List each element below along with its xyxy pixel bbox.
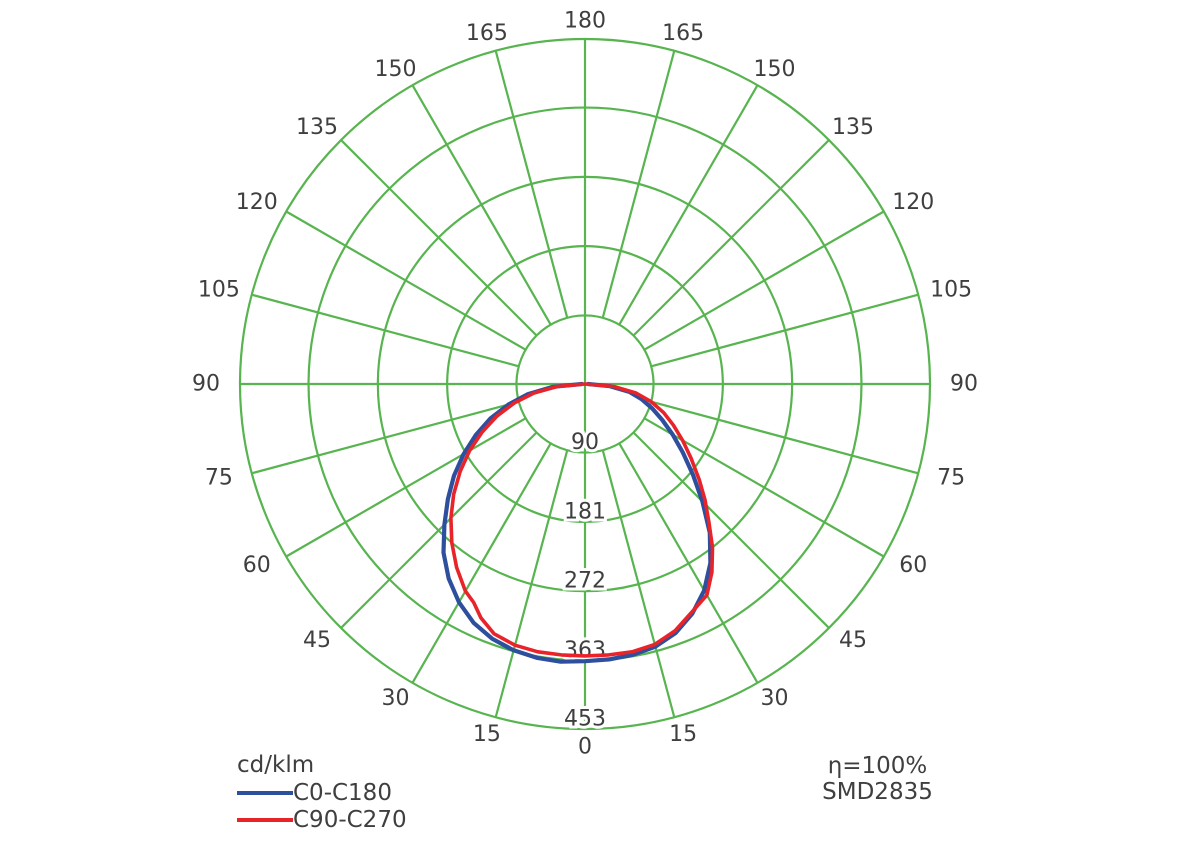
angle-label-right-60: 60 [899, 553, 927, 578]
curve-c90-c270 [449, 382, 715, 658]
grid-spoke-240 [285, 210, 527, 351]
radial-tick-label-272: 272 [564, 569, 606, 594]
grid-spoke-345 [494, 449, 569, 718]
grid-spoke-285 [251, 400, 520, 475]
led-chip-label: SMD2835 [822, 779, 933, 805]
grid-spoke-225 [340, 139, 538, 337]
grid-spoke-30 [618, 442, 759, 684]
angle-label-right-45: 45 [839, 628, 867, 653]
angle-label-left-120: 120 [236, 190, 278, 215]
legend-item-c90-c270: C90-C270 [237, 806, 407, 833]
legend-item-c0-c180: C0-C180 [237, 779, 407, 806]
grid-spoke-45 [632, 431, 830, 629]
grid-spoke-330 [411, 442, 552, 684]
angle-label-right-0: 0 [578, 735, 592, 760]
angle-label-right-135: 135 [832, 115, 874, 140]
angle-label-right-120: 120 [892, 190, 934, 215]
angle-label-right-90: 90 [950, 372, 978, 397]
angle-label-right-150: 150 [754, 57, 796, 82]
angle-label-left-90: 90 [192, 372, 220, 397]
grid-spoke-300 [285, 417, 527, 558]
angle-label-right-15: 15 [669, 722, 697, 747]
grid-spoke-120 [643, 210, 885, 351]
radial-tick-label-453: 453 [564, 707, 606, 732]
angle-label-right-30: 30 [761, 686, 789, 711]
angle-label-right-180: 180 [564, 9, 606, 34]
angle-label-left-105: 105 [198, 278, 240, 303]
grid-spoke-165 [601, 50, 676, 319]
curve-c0-c180 [441, 381, 713, 664]
c0-c180-line-swatch [237, 790, 293, 795]
grid-spoke-135 [632, 139, 830, 337]
grid-spoke-75 [650, 400, 919, 475]
legend: cd/klm C0-C180 C90-C270 [237, 752, 407, 833]
grid-spoke-210 [411, 84, 552, 326]
angle-label-right-105: 105 [930, 278, 972, 303]
legend-units-label: cd/klm [237, 752, 315, 778]
radial-tick-label-181: 181 [564, 499, 606, 524]
legend-item-label: C90-C270 [293, 806, 407, 833]
grid-spoke-255 [251, 293, 520, 368]
angle-label-left-135: 135 [296, 115, 338, 140]
angle-label-left-75: 75 [205, 465, 233, 490]
annotation-block: η=100% SMD2835 [815, 753, 940, 805]
grid-spoke-15 [601, 449, 676, 718]
grid-spoke-315 [340, 431, 538, 629]
angle-label-left-60: 60 [243, 553, 271, 578]
angle-label-left-15: 15 [473, 722, 501, 747]
angle-label-left-30: 30 [382, 686, 410, 711]
efficiency-label: η=100% [827, 753, 928, 779]
c90-c270-line-swatch [237, 817, 293, 822]
grid-spoke-195 [494, 50, 569, 319]
radial-tick-label-90: 90 [571, 430, 599, 455]
angle-label-left-45: 45 [303, 628, 331, 653]
angle-label-right-165: 165 [662, 21, 704, 46]
angle-label-right-75: 75 [937, 465, 965, 490]
grid-spoke-150 [618, 84, 759, 326]
angle-label-left-165: 165 [466, 21, 508, 46]
angle-label-left-150: 150 [375, 57, 417, 82]
legend-item-label: C0-C180 [293, 779, 392, 806]
grid-spoke-105 [650, 293, 919, 368]
